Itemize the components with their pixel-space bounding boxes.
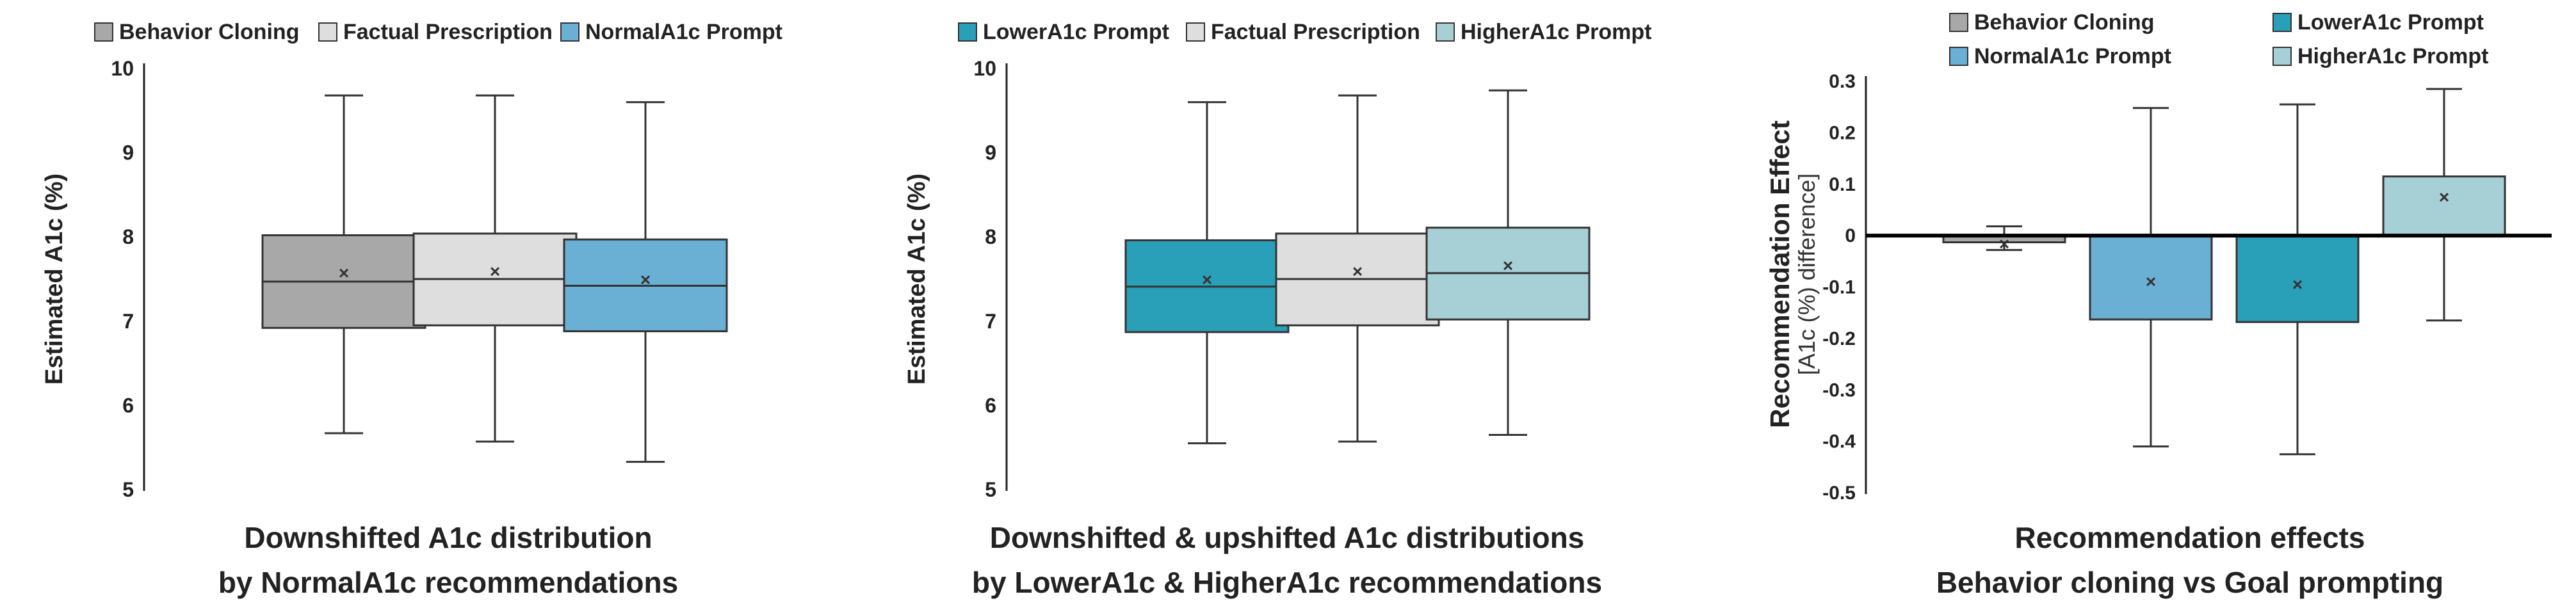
y-tick-label: 0 [1845,225,1856,246]
legend-swatch-factual-prescription [1186,22,1205,42]
y-tick-label: -0.3 [1822,380,1856,401]
legend-swatch-normala1c-prompt [1949,47,1968,66]
legend-swatch-behavior-cloning [1949,13,1968,32]
y-tick-label: -0.5 [1822,483,1856,504]
mean-marker: × [1202,270,1212,290]
legend-swatch-normala1c-prompt [560,22,579,42]
box-factual-prescription: × [1275,94,1440,443]
y-tick-label: 8 [985,225,996,248]
mean-marker: × [2292,275,2303,294]
effect-bar [2089,234,2213,321]
y-tick-label: 7 [122,310,134,333]
box-normala1c-prompt: × [563,101,728,463]
y-tick-label: -0.1 [1822,277,1856,298]
effect-lowera1c-prompt: × [2235,103,2360,456]
y-tick-label: 6 [985,394,996,417]
legend-swatch-lowera1c-prompt [958,22,977,42]
y-tick-label: 10 [973,57,996,80]
y-axis-label: Recommendation Effect [1765,120,1795,428]
effect-normala1c-prompt: × [2089,107,2213,448]
chart-title-lower-higher: Downshifted & upshifted A1c distribution… [971,521,1603,599]
y-tick-label: 10 [111,57,134,80]
chart-title-normal: Downshifted A1c distribution by NormalA1… [218,521,679,599]
y-tick-label: 9 [985,141,996,164]
legend-label-factual-prescription: Factual Prescription [1211,20,1420,44]
boxplot-panel-lower-higher: LowerA1c Prompt Factual Prescription Highe… [903,20,1652,501]
legend-label-lowera1c-prompt: LowerA1c Prompt [983,20,1169,44]
legend-label-lowera1c-prompt: LowerA1c Prompt [2297,10,2484,35]
y-tick-label: 0.3 [1829,71,1856,92]
mean-marker: × [490,261,500,281]
y-axis-label: Estimated A1c (%) [41,173,68,385]
effect-bar [2235,234,2360,323]
legend-label-normala1c-prompt: NormalA1c Prompt [1974,44,2171,68]
mean-marker: × [2146,271,2156,291]
y-tick-label: 0.2 [1829,122,1856,143]
y-tick-label: 5 [985,478,996,501]
mean-marker: × [1999,234,2009,254]
y-tick-label: 6 [122,394,134,417]
legend-label-factual-prescription: Factual Prescription [343,20,553,44]
legend-label-behavior-cloning: Behavior Cloning [119,20,299,44]
legend-label-highera1c-prompt: HigherA1c Prompt [2297,44,2489,68]
y-axis-sublabel: [A1c (%) difference] [1794,173,1820,375]
effects-bar-panel: Behavior Cloning LowerA1c Prompt NormalA1c… [1765,10,2552,504]
legend-label-behavior-cloning: Behavior Cloning [1974,10,2154,35]
box-factual-prescription: × [412,94,578,443]
y-tick-label: 8 [122,225,134,248]
box-highera1c-prompt: × [1425,89,1591,436]
y-tick-label: 0.1 [1829,174,1856,195]
legend-label-normala1c-prompt: NormalA1c Prompt [585,20,782,44]
mean-marker: × [2439,187,2449,207]
box-behavior-cloning: × [261,94,426,435]
mean-marker: × [339,263,349,283]
box-lowera1c-prompt: × [1124,101,1290,445]
y-tick-label: 7 [985,310,996,333]
legend-label-highera1c-prompt: HigherA1c Prompt [1461,20,1652,44]
y-axis-label: Estimated A1c (%) [903,173,930,385]
effect-highera1c-prompt: × [2382,88,2506,322]
legend-swatch-highera1c-prompt [2272,47,2292,66]
legend-swatch-behavior-cloning [94,22,113,42]
mean-marker: × [1352,261,1363,281]
legend-swatch-lowera1c-prompt [2272,13,2292,32]
mean-marker: × [640,270,651,290]
chart-title-effects: Recommendation effects Behavior cloning … [1936,521,2444,599]
y-tick-label: -0.4 [1822,431,1856,452]
effect-behavior-cloning: × [1942,225,2066,254]
y-tick-label: 9 [122,141,134,164]
legend-swatch-factual-prescription [318,22,337,42]
mean-marker: × [1503,255,1513,275]
boxplot-panel-normal: Behavior Cloning Factual Prescription Norm… [41,20,782,501]
y-tick-label: 5 [122,478,134,501]
y-tick-label: -0.2 [1822,328,1856,349]
legend-swatch-highera1c-prompt [1436,22,1455,42]
